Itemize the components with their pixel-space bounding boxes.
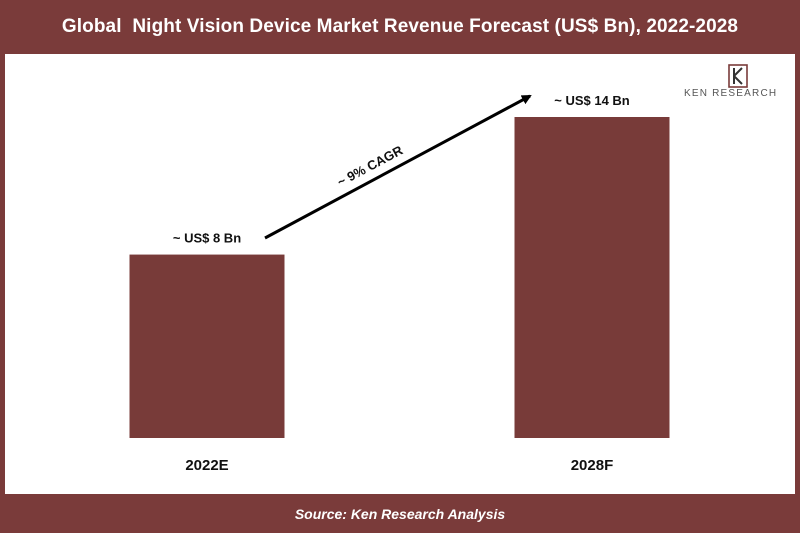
logo-text: KEN RESEARCH: [684, 88, 778, 99]
chart-title: Global Night Vision Device Market Revenu…: [0, 0, 800, 54]
bar-2022E: [129, 254, 285, 438]
data-label-2028F: ~ US$ 14 Bn: [554, 93, 630, 108]
category-label-2022E: 2022E: [185, 457, 228, 474]
category-label-2028F: 2028F: [571, 457, 614, 474]
ken-research-logo-icon: [728, 64, 748, 88]
bar-2028F: [514, 117, 670, 438]
ken-research-logo: KEN RESEARCH: [684, 64, 794, 104]
data-label-2022E: ~ US$ 8 Bn: [173, 231, 241, 246]
source-note: Source: Ken Research Analysis: [0, 494, 800, 533]
cagr-arrow: [264, 94, 532, 240]
